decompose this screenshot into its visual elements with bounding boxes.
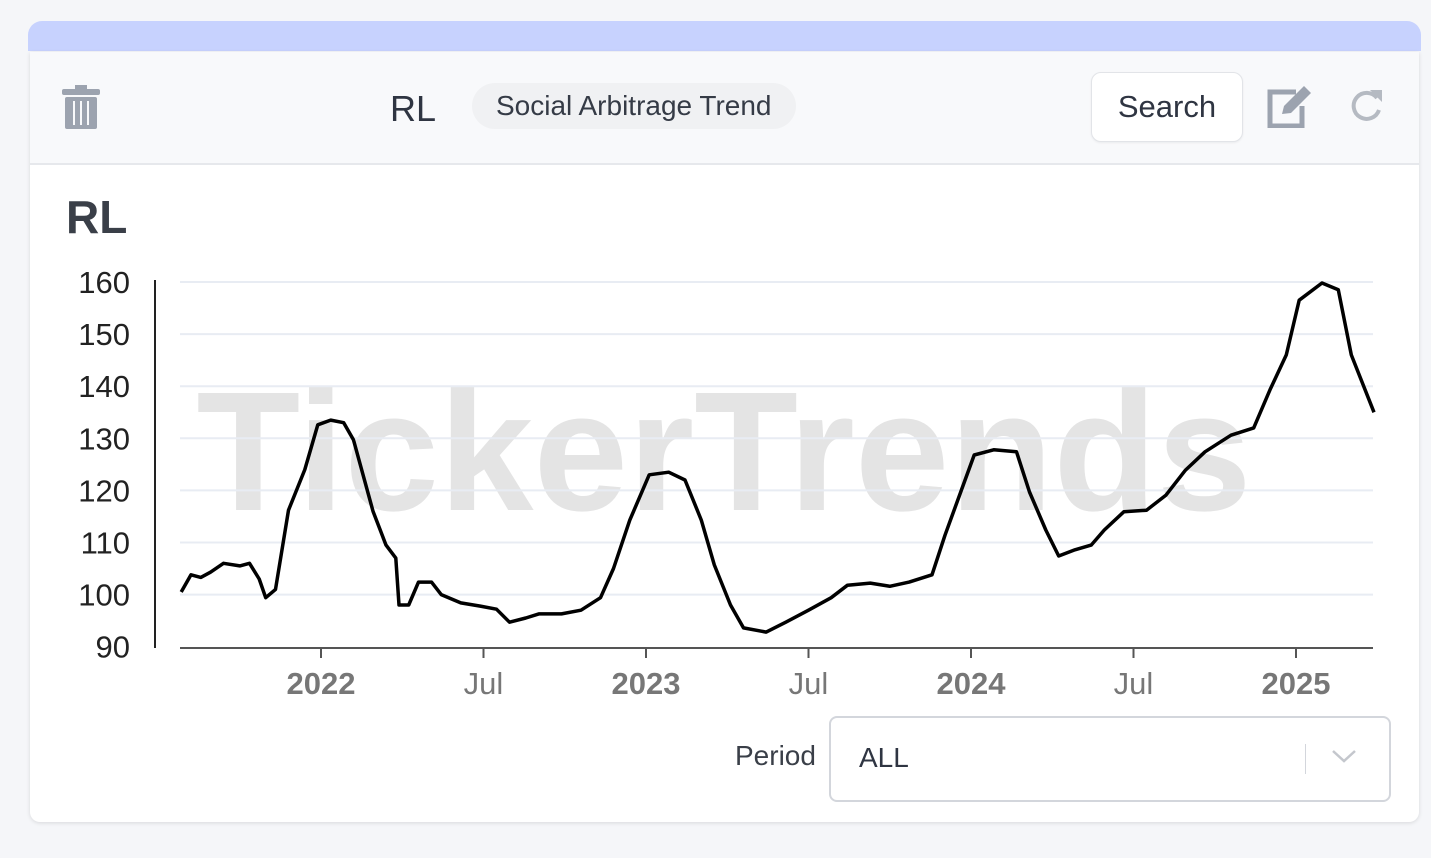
x-tick-label: 2024 <box>937 666 1007 701</box>
search-button[interactable]: Search <box>1091 72 1243 142</box>
trash-icon[interactable] <box>62 85 100 134</box>
period-label: Period <box>735 740 816 771</box>
chart-card: RL Social Arbitrage Trend Search RL Peri… <box>30 52 1419 822</box>
x-tick-label: 2025 <box>1262 666 1331 701</box>
x-tick-label: 2022 <box>287 666 356 701</box>
x-tick-label: Jul <box>1114 666 1154 701</box>
y-tick-label: 100 <box>78 578 130 613</box>
x-tick-label: 2023 <box>612 666 681 701</box>
series-line-rl <box>179 281 1376 634</box>
select-separator <box>1305 744 1306 774</box>
watermark: TickerTrends <box>196 357 1251 547</box>
y-tick-label: 160 <box>78 265 130 300</box>
refresh-icon[interactable] <box>1350 88 1384 127</box>
x-tick-label: Jul <box>464 666 504 701</box>
period-select[interactable]: ALL <box>829 716 1391 802</box>
y-tick-label: 140 <box>78 369 130 404</box>
y-tick-label: 90 <box>96 630 130 665</box>
y-tick-label: 110 <box>81 526 130 561</box>
ticker-symbol: RL <box>390 88 437 129</box>
edit-icon[interactable] <box>1266 86 1312 133</box>
card-top-accent <box>28 21 1421 51</box>
y-tick-label: 130 <box>78 421 130 456</box>
card-header: RL Social Arbitrage Trend Search <box>30 52 1419 165</box>
chart-title: RL <box>66 191 128 243</box>
period-selected-value: ALL <box>859 742 909 773</box>
x-tick-label: Jul <box>789 666 829 701</box>
y-tick-label: 120 <box>78 473 130 508</box>
chevron-down-icon[interactable] <box>1331 748 1357 769</box>
y-tick-label: 150 <box>78 317 130 352</box>
trend-type-badge: Social Arbitrage Trend <box>472 83 796 129</box>
